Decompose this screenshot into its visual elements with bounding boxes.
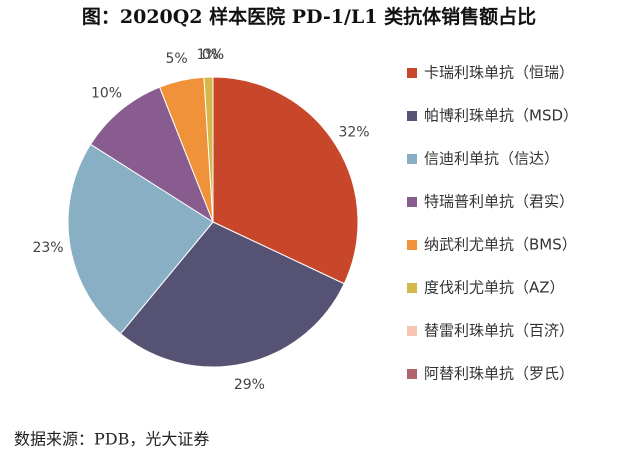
legend-label: 度伐利尤单抗（AZ） bbox=[424, 279, 565, 297]
legend-swatch bbox=[407, 68, 417, 78]
legend-label: 帕博利珠单抗（MSD） bbox=[424, 107, 578, 125]
data-label: 23% bbox=[32, 240, 63, 256]
legend-swatch bbox=[407, 369, 417, 379]
legend-swatch bbox=[407, 326, 417, 336]
chart-title: 图：2020Q2 样本医院 PD-1/L1 类抗体销售额占比 bbox=[82, 5, 536, 28]
data-label: 29% bbox=[234, 377, 265, 393]
legend-swatch bbox=[407, 154, 417, 164]
data-label: 5% bbox=[165, 51, 187, 67]
data-label: 0% bbox=[202, 47, 224, 63]
pie-slice bbox=[119, 221, 345, 368]
legend-swatch bbox=[407, 283, 417, 293]
legend-label: 特瑞普利单抗（君实） bbox=[424, 193, 574, 211]
pie-slice bbox=[67, 143, 214, 335]
data-label: 10% bbox=[91, 85, 122, 101]
pie-slice bbox=[212, 76, 359, 285]
data-label: 1% bbox=[197, 47, 219, 63]
legend-swatch bbox=[407, 240, 417, 250]
legend-label: 阿替利珠单抗（罗氏） bbox=[424, 365, 574, 383]
pie-slice bbox=[89, 86, 215, 224]
legend-swatch bbox=[407, 197, 417, 207]
legend-label: 信迪利单抗（信达） bbox=[424, 150, 559, 168]
data-label: 0% bbox=[202, 47, 224, 63]
source-note: 数据来源：PDB，光大证券 bbox=[14, 430, 209, 449]
legend-label: 替雷利珠单抗（百济） bbox=[424, 322, 574, 340]
legend-label: 纳武利尤单抗（BMS） bbox=[424, 236, 577, 254]
legend-label: 卡瑞利珠单抗（恒瑞） bbox=[424, 64, 574, 82]
data-label: 32% bbox=[338, 125, 369, 141]
legend-swatch bbox=[407, 111, 417, 121]
